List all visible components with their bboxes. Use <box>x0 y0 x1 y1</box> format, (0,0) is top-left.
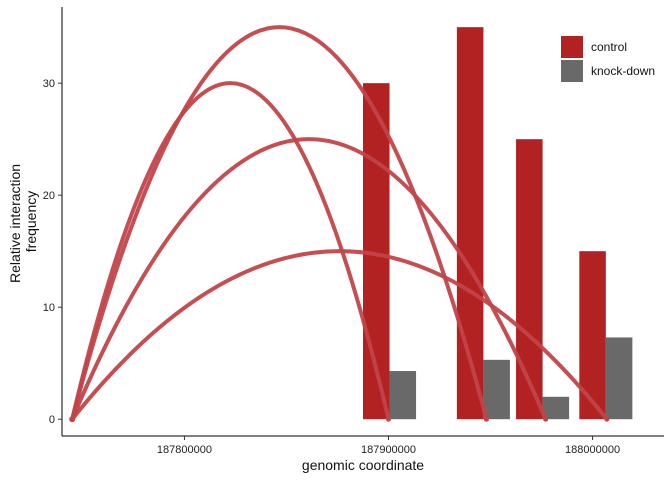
arc-endpoint <box>604 416 610 422</box>
y-tick-label: 30 <box>43 78 55 90</box>
knock-down-bar <box>483 359 510 420</box>
x-tick-label: 187800000 <box>157 444 212 456</box>
y-axis-title-line-2: frequency <box>23 191 39 252</box>
y-tick-label: 0 <box>49 414 55 426</box>
interaction-arc <box>70 25 489 422</box>
control-bar <box>516 139 543 420</box>
x-tick-label: 188000000 <box>565 444 620 456</box>
axes: 0 10 20 30 187800000 187900000 188000000 <box>43 7 664 456</box>
arc-endpoint <box>386 416 392 422</box>
legend-label: knock-down <box>591 64 655 78</box>
arc-endpoint <box>543 416 549 422</box>
interaction-arc <box>70 249 609 422</box>
x-ticks: 187800000 187900000 188000000 <box>157 436 620 456</box>
arc-endpoint <box>483 416 489 422</box>
arc-origin-point <box>69 416 76 423</box>
y-axis-title: Relative interaction frequency <box>7 160 39 283</box>
legend-label: control <box>591 40 627 54</box>
control-bar <box>579 251 606 420</box>
knock-down-bar <box>389 371 417 420</box>
legend-swatch <box>561 60 583 82</box>
legend: control knock-down <box>561 36 655 82</box>
legend-swatch <box>561 36 583 58</box>
bars-layer <box>363 27 633 420</box>
y-tick-label: 20 <box>43 190 55 202</box>
y-axis-title-line-1: Relative interaction <box>7 164 23 283</box>
knock-down-bar <box>542 396 570 420</box>
plot-area <box>69 25 633 423</box>
arc-endpoints <box>69 416 610 423</box>
x-tick-label: 187900000 <box>361 444 416 456</box>
y-ticks: 0 10 20 30 <box>43 78 62 426</box>
knock-down-bar <box>605 337 633 420</box>
arcs-layer <box>70 25 609 422</box>
x-axis-title: genomic coordinate <box>302 457 424 473</box>
interaction-arc <box>70 137 548 422</box>
y-tick-label: 10 <box>43 302 55 314</box>
